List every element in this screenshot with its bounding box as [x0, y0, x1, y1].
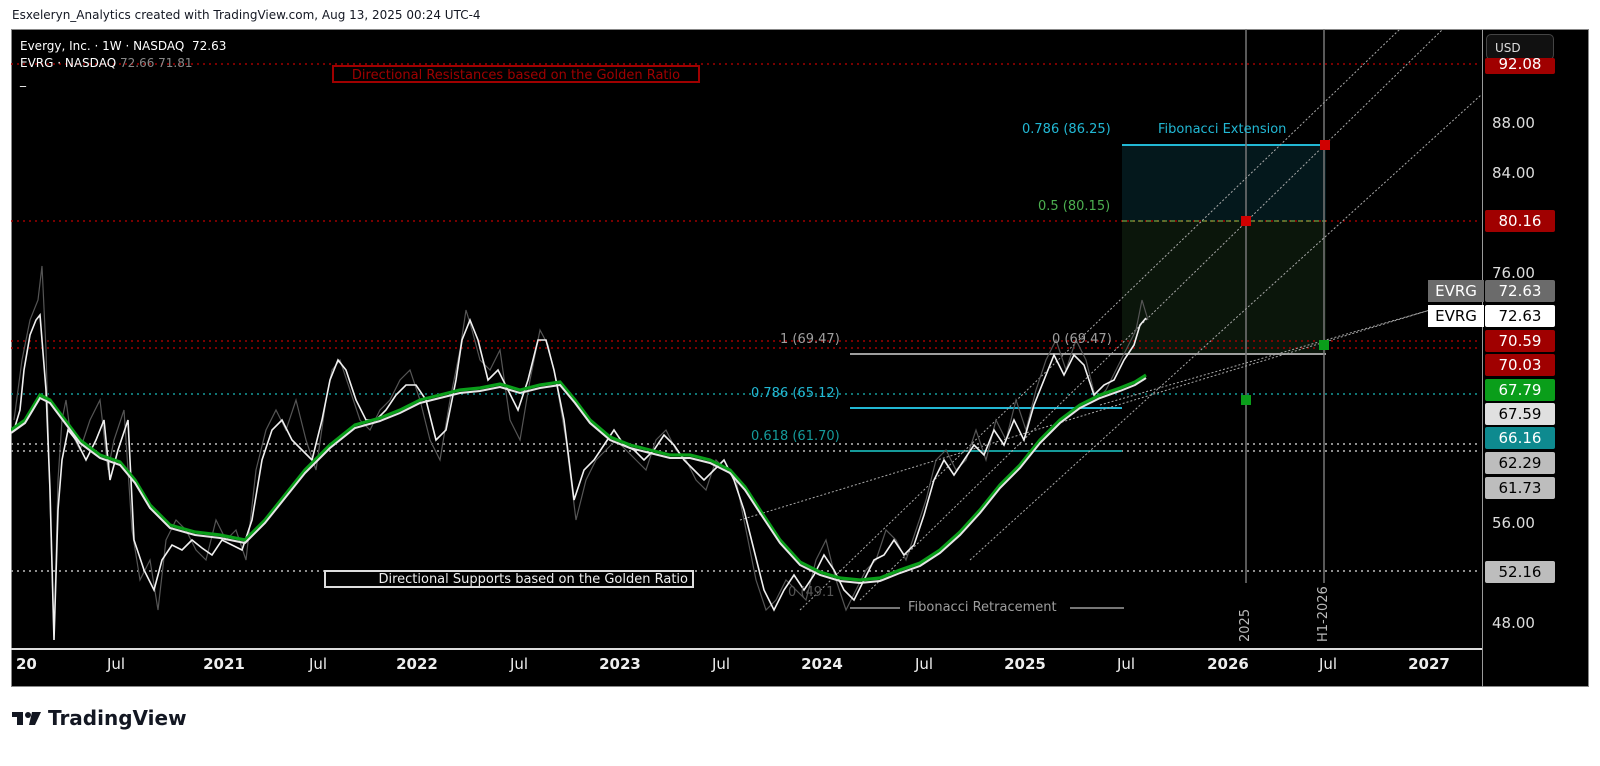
price-axis[interactable]: [1482, 29, 1590, 687]
price-label-ma-white: 67.59: [1485, 403, 1555, 425]
vertical-label-2025: 2025: [1238, 608, 1253, 642]
symbol-tag-last: EVRG: [1428, 305, 1484, 327]
fib-extension-zone-lower: [1122, 221, 1326, 355]
marker-2025: [1241, 395, 1251, 405]
chart-frame: [11, 29, 1589, 687]
price-label-support: 62.29: [1485, 452, 1555, 474]
price-label-support: 61.73: [1485, 477, 1555, 499]
collapse-indicator[interactable]: _: [20, 73, 26, 87]
tradingview-logo-icon: [12, 712, 41, 725]
price-tick: 76.00: [1492, 264, 1535, 282]
price-label-teal: 66.16: [1485, 427, 1555, 449]
price-label-resistance: 80.16: [1485, 210, 1555, 232]
time-tick: Jul: [914, 655, 934, 673]
time-tick: 20: [16, 655, 37, 673]
price-label-last: 72.63: [1485, 305, 1555, 327]
last-price: 72.63: [192, 39, 227, 53]
marker-h1-2026: [1319, 340, 1329, 350]
time-tick: Jul: [711, 655, 731, 673]
vertical-label-h1-2026: H1-2026: [1316, 586, 1331, 642]
fib-ret-1-label: 1 (69.47): [780, 332, 840, 347]
price-label-resistance: 70.03: [1485, 354, 1555, 376]
price-tick: 48.00: [1492, 614, 1535, 632]
price-label-last-prev: 72.63: [1485, 280, 1555, 302]
price-tick: 84.00: [1492, 164, 1535, 182]
price-plot[interactable]: [11, 29, 1481, 649]
time-tick: 2023: [599, 655, 641, 673]
time-tick: Jul: [1116, 655, 1136, 673]
price-label-resistance: 70.59: [1485, 330, 1555, 352]
tradingview-logo[interactable]: TradingView: [12, 706, 187, 730]
price-series: [13, 265, 1149, 641]
moving-average-white: [11, 377, 1147, 585]
fib-retracement-title: Fibonacci Retracement: [908, 600, 1057, 615]
price-label-support: 52.16: [1485, 561, 1555, 583]
fib-extension-title: Fibonacci Extension: [1158, 122, 1287, 137]
ext-marker-05: [1241, 216, 1251, 226]
price-tick: 56.00: [1492, 514, 1535, 532]
time-tick: Jul: [509, 655, 529, 673]
currency-button[interactable]: USD: [1486, 34, 1554, 60]
time-tick: Jul: [308, 655, 328, 673]
time-tick: 2022: [396, 655, 438, 673]
ohlc-values: 72.66 71.81: [119, 56, 193, 70]
time-tick: 2024: [801, 655, 843, 673]
time-tick: 2027: [1408, 655, 1450, 673]
time-tick: 2021: [203, 655, 245, 673]
price-label-ma-green: 67.79: [1485, 379, 1555, 401]
moving-average-green: [11, 373, 1147, 582]
ext-marker-0786: [1320, 140, 1330, 150]
symbol-title: Evergy, Inc. · 1W · NASDAQ: [20, 39, 185, 53]
tradingview-logo-text: TradingView: [48, 706, 187, 730]
time-tick: 2025: [1004, 655, 1046, 673]
time-tick: Jul: [1318, 655, 1338, 673]
price-label-resistance-top: 92.08: [1485, 58, 1555, 74]
time-tick: 2026: [1207, 655, 1249, 673]
support-annotation[interactable]: Directional Supports based on the Golden…: [324, 570, 694, 588]
fib-ret-0618-label: 0.618 (61.70): [751, 429, 840, 444]
symbol-tag-prev: EVRG: [1428, 280, 1484, 302]
chart-header: Evergy, Inc. · 1W · NASDAQ 72.63 EVRG · …: [20, 38, 226, 89]
time-tick: Jul: [106, 655, 126, 673]
resistance-annotation[interactable]: Directional Resistances based on the Gol…: [332, 65, 700, 83]
chart-credit: Esxeleryn_Analytics created with Trading…: [12, 8, 481, 22]
time-axis[interactable]: [11, 648, 1482, 689]
fib-ret-0786-label: 0.786 (65.12): [751, 386, 840, 401]
price-tick: 88.00: [1492, 114, 1535, 132]
trend-channels: [739, 29, 1481, 611]
fib-extension-zone-upper: [1122, 145, 1326, 221]
fib-ext-0786-label: 0.786 (86.25): [1022, 122, 1111, 137]
symbol-line: EVRG · NASDAQ: [20, 56, 117, 70]
fib-ext-05-label: 0.5 (80.15): [1038, 199, 1111, 214]
fib-ret-0-label: 0 (69.47): [1052, 332, 1112, 347]
fib-ret-low-label: 0 (49.1: [788, 585, 835, 600]
